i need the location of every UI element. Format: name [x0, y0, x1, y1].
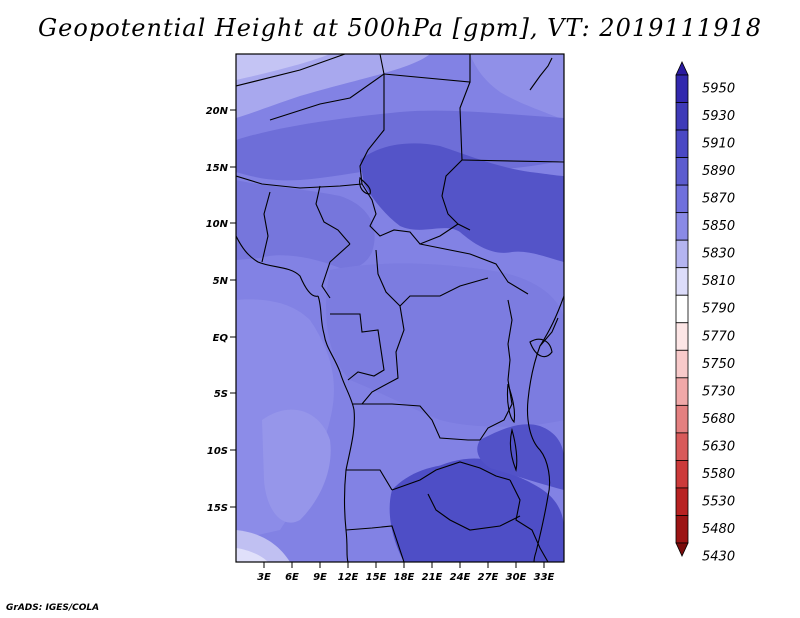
lat-tick-label: 5N	[213, 276, 229, 287]
colorbar-swatch	[675, 404, 689, 434]
colorbar-level-label: 5930	[702, 109, 735, 124]
lon-tick-label: 12E	[338, 572, 359, 583]
colorbar-level-label: 5850	[702, 219, 735, 234]
lon-tick-label: 9E	[313, 572, 327, 583]
lon-tick-label: 18E	[394, 572, 415, 583]
colorbar-level-label: 5790	[702, 302, 735, 317]
colorbar-swatch	[675, 294, 689, 324]
colorbar-swatch	[675, 322, 689, 351]
lat-tick-label: 15N	[206, 163, 229, 174]
colorbar-level-label: 5680	[702, 412, 735, 427]
lat-tick-label: 20N	[206, 106, 229, 117]
colorbar-bottom-triangle	[675, 542, 689, 557]
lon-tick-label: 21E	[422, 572, 443, 583]
colorbar-swatch	[675, 349, 689, 379]
colorbar-level-label: 5890	[702, 164, 735, 179]
lon-tick-label: 30E	[506, 572, 527, 583]
colorbar-level-label: 5630	[702, 439, 735, 454]
lat-axis: 20N 15N 10N 5N EQ 5S 10S 15S	[206, 106, 236, 514]
colorbar-level-label: 5580	[702, 467, 735, 482]
lon-tick-label: 24E	[450, 572, 471, 583]
lat-tick-label: 10S	[207, 446, 228, 457]
colorbar-swatch	[675, 487, 689, 516]
colorbar-level-label: 5770	[702, 329, 735, 344]
colorbar-swatch	[675, 74, 689, 103]
colorbar-top-triangle	[675, 61, 689, 76]
colorbar-swatch	[675, 102, 689, 131]
colorbar-swatch	[675, 267, 689, 296]
colorbar: 5950 5930 5910 5890 5870 5850 5830 5810 5790 5770…	[675, 61, 735, 565]
lon-tick-label: 15E	[366, 572, 387, 583]
grads-credit: GrADS: IGES/COLA	[6, 603, 100, 613]
lat-tick-label: 5S	[214, 389, 228, 400]
colorbar-level-label: 5950	[702, 82, 735, 97]
colorbar-swatch	[675, 239, 689, 269]
colorbar-swatch	[675, 515, 689, 544]
colorbar-level-label: 5530	[702, 494, 735, 509]
colorbar-swatch	[675, 432, 689, 461]
coastlines-borders	[236, 54, 564, 562]
colorbar-level-label: 5910	[702, 137, 735, 152]
lon-axis: 3E 6E 9E 12E 15E 18E 21E 24E 27E 30E 33E	[257, 562, 555, 583]
colorbar-level-label: 5480	[702, 522, 735, 537]
lat-tick-label: 10N	[206, 219, 229, 230]
colorbar-level-label: 5730	[702, 384, 735, 399]
lat-tick-label: EQ	[213, 333, 229, 344]
lat-tick-label: 15S	[207, 503, 228, 514]
colorbar-level-label: 5430	[702, 550, 735, 565]
lon-tick-label: 33E	[534, 572, 555, 583]
lon-tick-label: 3E	[257, 572, 271, 583]
map-title: Geopotential Height at 500hPa [gpm], VT:…	[38, 14, 762, 42]
colorbar-level-label: 5810	[702, 274, 735, 289]
lon-tick-label: 27E	[478, 572, 499, 583]
colorbar-level-label: 5750	[702, 357, 735, 372]
plot-frame	[235, 53, 565, 563]
colorbar-swatch	[675, 460, 689, 489]
colorbar-swatch	[675, 129, 689, 158]
colorbar-swatch	[675, 157, 689, 186]
colorbar-level-label: 5830	[702, 247, 735, 262]
colorbar-swatch	[675, 212, 689, 241]
lon-tick-label: 6E	[285, 572, 299, 583]
colorbar-level-label: 5870	[702, 192, 735, 207]
colorbar-swatch	[675, 377, 689, 406]
colorbar-swatch	[675, 184, 689, 214]
